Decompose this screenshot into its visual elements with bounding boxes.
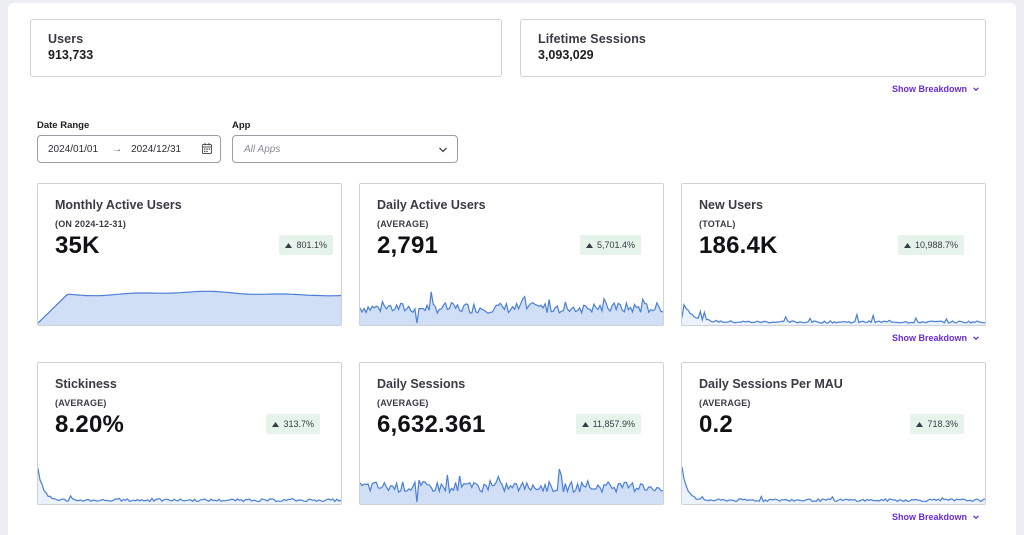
metric-title: Stickiness (55, 377, 117, 391)
sparkline-chart (38, 468, 341, 504)
sparkline-line (682, 302, 985, 324)
metric-title: Monthly Active Users (55, 198, 182, 212)
chevron-down-icon (973, 87, 979, 92)
metric-title: Daily Sessions Per MAU (699, 377, 843, 391)
users-stat-card: Users 913,733 (30, 19, 502, 77)
triangle-up-icon (272, 421, 280, 427)
metric-subtitle: (TOTAL) (699, 219, 736, 229)
metric-subtitle: (AVERAGE) (377, 398, 429, 408)
triangle-up-icon (285, 242, 293, 248)
metric-subtitle: (AVERAGE) (377, 219, 429, 229)
change-badge: 801.1% (279, 235, 333, 255)
metric-value: 2,791 (377, 232, 439, 259)
show-breakdown-label: Show Breakdown (892, 512, 968, 522)
date-range-end[interactable]: 2024/12/31 (131, 143, 182, 155)
change-badge: 718.3% (910, 414, 964, 434)
dashboard-page: Users 913,733 Lifetime Sessions 3,093,02… (8, 3, 1016, 535)
date-range-label: Date Range (37, 120, 90, 131)
sparkline-area (360, 291, 663, 325)
sparkline-line (682, 466, 985, 503)
metric-card-monthly-active-users[interactable]: Monthly Active Users (ON 2024-12-31) 35K… (37, 183, 342, 326)
change-value: 801.1% (296, 240, 327, 250)
metric-title: New Users (699, 198, 763, 212)
change-badge: 5,701.4% (579, 235, 641, 255)
change-value: 5,701.4% (596, 240, 635, 250)
sparkline-area (360, 469, 663, 504)
metric-card-stickiness[interactable]: Stickiness (AVERAGE) 8.20% 313.7% (37, 362, 342, 505)
metric-subtitle: (AVERAGE) (55, 398, 107, 408)
metric-title: Daily Active Users (377, 198, 486, 212)
sparkline-line (38, 290, 341, 324)
sparkline-chart (360, 291, 663, 325)
chevron-down-icon (973, 515, 979, 520)
app-select-placeholder: All Apps (244, 144, 281, 155)
app-label: App (232, 120, 251, 131)
users-value: 913,733 (48, 48, 94, 62)
change-value: 313.7% (283, 419, 314, 429)
date-range-start[interactable]: 2024/01/01 (48, 143, 99, 155)
lifetime-sessions-label: Lifetime Sessions (538, 32, 646, 46)
metric-card-daily-sessions[interactable]: Daily Sessions (AVERAGE) 6,632.361 11,85… (359, 362, 664, 505)
sparkline-line (360, 291, 663, 324)
sparkline-chart (682, 466, 985, 504)
metric-value: 35K (55, 232, 100, 259)
change-value: 718.3% (927, 419, 958, 429)
metric-card-daily-active-users[interactable]: Daily Active Users (AVERAGE) 2,791 5,701… (359, 183, 664, 326)
metric-value: 0.2 (699, 411, 733, 438)
sparkline-chart (360, 468, 663, 504)
change-badge: 11,857.9% (575, 414, 641, 434)
lifetime-sessions-stat-card: Lifetime Sessions 3,093,029 (520, 19, 986, 77)
show-breakdown-bottom-button[interactable]: Show Breakdown (892, 512, 980, 522)
metric-subtitle: (ON 2024-12-31) (55, 219, 127, 229)
change-badge: 10,988.7% (897, 235, 964, 255)
triangle-up-icon (585, 242, 593, 248)
metric-value: 8.20% (55, 411, 125, 438)
metric-value: 6,632.361 (377, 411, 486, 438)
app-select[interactable]: All Apps (232, 135, 458, 163)
arrow-right-icon: → (112, 143, 123, 155)
triangle-up-icon (916, 421, 924, 427)
metric-card-daily-sessions-per-mau[interactable]: Daily Sessions Per MAU (AVERAGE) 0.2 718… (681, 362, 986, 505)
users-label: Users (48, 32, 84, 46)
lifetime-sessions-value: 3,093,029 (538, 48, 594, 62)
show-breakdown-middle-button[interactable]: Show Breakdown (892, 333, 980, 343)
chevron-down-icon (439, 147, 447, 153)
show-breakdown-label: Show Breakdown (892, 84, 968, 94)
date-range-picker[interactable]: 2024/01/01 → 2024/12/31 (37, 135, 221, 163)
metric-value: 186.4K (699, 232, 778, 259)
calendar-icon[interactable] (202, 143, 212, 154)
sparkline-line (38, 468, 341, 503)
metric-card-new-users[interactable]: New Users (TOTAL) 186.4K 10,988.7% (681, 183, 986, 326)
show-breakdown-label: Show Breakdown (892, 333, 968, 343)
sparkline-area (38, 291, 341, 325)
triangle-up-icon (903, 242, 911, 248)
chevron-down-icon (973, 336, 979, 341)
change-value: 10,988.7% (914, 240, 958, 250)
metric-title: Daily Sessions (377, 377, 466, 391)
sparkline-line (360, 468, 663, 503)
show-breakdown-top-button[interactable]: Show Breakdown (892, 84, 980, 94)
change-badge: 313.7% (266, 414, 320, 434)
sparkline-chart (38, 290, 341, 325)
metric-subtitle: (AVERAGE) (699, 398, 751, 408)
change-value: 11,857.9% (592, 419, 635, 429)
sparkline-chart (682, 302, 985, 325)
triangle-up-icon (581, 421, 589, 427)
sparkline-area (38, 468, 341, 504)
